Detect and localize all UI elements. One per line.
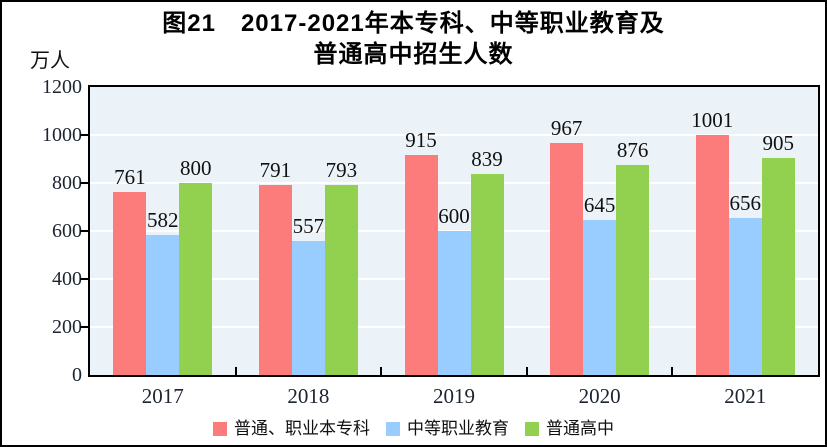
- bar-value-label: 582: [147, 208, 179, 233]
- bar-2018-中等职业教育: [291, 241, 325, 375]
- bar-value-label: 557: [292, 214, 325, 239]
- gridline-1000: [90, 134, 818, 136]
- bar-value-label: 967: [550, 115, 583, 140]
- bar-2019-中等职业教育: [437, 231, 471, 375]
- chart-title-line1: 图21 2017-2021年本专科、中等职业教育及: [162, 10, 665, 37]
- bar-2019-普通、职业本专科: [404, 155, 438, 375]
- plot-area: 761 791 915 967 1001 582 557 600 645 656 800 793 839…: [88, 85, 820, 377]
- y-tick-label-600: 600: [52, 220, 82, 242]
- gridline-800: [90, 182, 818, 184]
- bar-2018-普通、职业本专科: [258, 185, 292, 375]
- bar-value-label: 761: [114, 165, 146, 190]
- y-tick-label-1000: 1000: [42, 124, 82, 146]
- bar-value-label: 791: [259, 158, 292, 183]
- y-tick-label-200: 200: [52, 316, 82, 338]
- y-axis-tick: [80, 326, 88, 328]
- x-axis-tick: [525, 367, 528, 375]
- y-axis-unit-label: 万人: [30, 50, 70, 72]
- bar-value-label: 839: [471, 146, 503, 171]
- y-tick-label-0: 0: [72, 364, 82, 386]
- legend: 普通、职业本专科 中等职业教育 普通高中: [2, 418, 825, 440]
- bar-value-label: 905: [762, 130, 794, 155]
- bar-2017-普通高中: [179, 183, 213, 375]
- x-tick-label-2017: 2017: [141, 384, 184, 408]
- x-axis-tick: [380, 367, 383, 375]
- bar-2017-普通、职业本专科: [113, 192, 147, 375]
- legend-item-gaozhong: 普通高中: [525, 418, 614, 440]
- legend-swatch-blue: [386, 422, 400, 436]
- bar-value-label: 645: [583, 193, 616, 218]
- legend-swatch-green: [525, 422, 539, 436]
- y-tick-label-1200: 1200: [42, 76, 82, 98]
- legend-label-benzhuanke: 普通、职业本专科: [234, 419, 370, 438]
- y-tick-label-400: 400: [52, 268, 82, 290]
- x-tick-label-2020: 2020: [578, 384, 621, 408]
- x-tick-label-2021: 2021: [724, 384, 767, 408]
- y-axis-tick: [80, 182, 88, 184]
- legend-item-benzhuanke: 普通、职业本专科: [213, 418, 370, 440]
- bar-value-label: 800: [180, 156, 212, 180]
- bar-value-label: 1001: [691, 107, 734, 132]
- legend-swatch-red: [213, 422, 227, 436]
- x-tick-label-2019: 2019: [432, 384, 475, 408]
- bar-value-label: 793: [325, 157, 358, 182]
- bar-value-label: 915: [405, 128, 437, 153]
- legend-label-zhongzhi: 中等职业教育: [407, 419, 509, 438]
- y-tick-label-800: 800: [52, 172, 82, 194]
- bar-2020-普通高中: [616, 164, 650, 375]
- bar-2017-中等职业教育: [146, 235, 180, 375]
- bar-2021-中等职业教育: [728, 217, 762, 375]
- bar-2020-中等职业教育: [583, 220, 617, 375]
- x-axis-tick: [671, 367, 674, 375]
- chart-title-line2: 普通高中招生人数: [313, 41, 514, 68]
- y-axis-tick: [80, 278, 88, 280]
- x-axis-tick: [234, 367, 237, 375]
- legend-item-zhongzhi: 中等职业教育: [386, 418, 509, 440]
- bar-value-label: 600: [438, 204, 470, 228]
- y-axis-tick: [80, 134, 88, 136]
- bar-2021-普通高中: [761, 157, 795, 375]
- bar-value-label: 656: [729, 190, 761, 215]
- bar-value-label: 876: [616, 137, 649, 162]
- x-tick-label-2018: 2018: [287, 384, 330, 408]
- bar-2021-普通、职业本专科: [695, 134, 729, 375]
- bar-2018-普通高中: [324, 184, 358, 375]
- bar-2019-普通高中: [470, 173, 504, 375]
- bar-2020-普通、职业本专科: [550, 142, 584, 375]
- legend-label-gaozhong: 普通高中: [546, 419, 614, 438]
- chart-title: 图21 2017-2021年本专科、中等职业教育及 普通高中招生人数: [2, 8, 825, 70]
- y-axis-tick: [80, 230, 88, 232]
